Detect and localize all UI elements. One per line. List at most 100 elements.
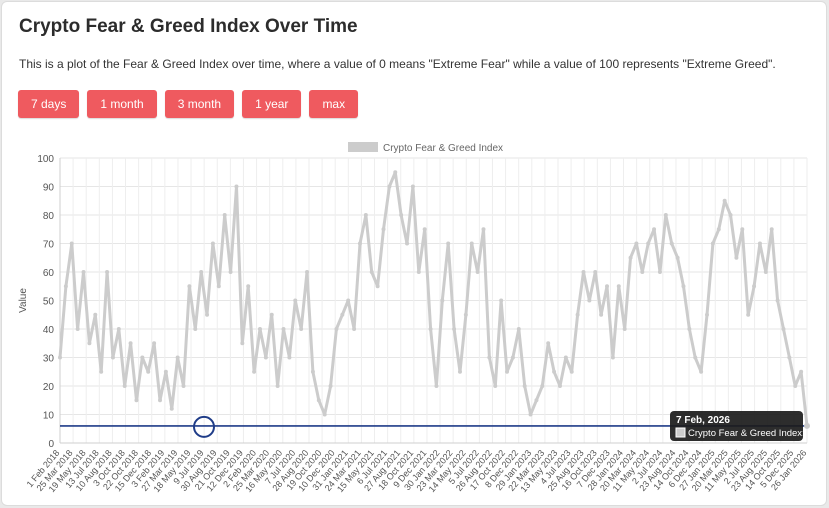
data-point [510, 355, 515, 360]
data-point [240, 341, 245, 346]
y-tick-label: 60 [43, 268, 55, 279]
data-point [599, 312, 604, 317]
data-point [422, 227, 427, 232]
data-point [369, 270, 374, 274]
tooltip-label: Crypto Fear & Greed Index: 6 [688, 428, 813, 439]
data-point [446, 241, 451, 246]
legend-label: Crypto Fear & Greed Index [383, 143, 503, 154]
range-7-days-button[interactable]: 7 days [18, 90, 80, 118]
data-point [457, 369, 462, 374]
data-point [681, 284, 686, 289]
data-point [799, 369, 804, 374]
data-point [505, 369, 510, 374]
data-point [675, 255, 680, 260]
y-tick-label: 100 [37, 154, 54, 165]
range-1-month-button[interactable]: 1 month [87, 90, 157, 118]
data-point [646, 241, 651, 246]
data-point [140, 355, 145, 360]
data-point [252, 369, 257, 374]
data-point [269, 312, 274, 317]
range-max-button[interactable]: max [309, 90, 359, 118]
data-point [287, 355, 292, 360]
data-point [152, 341, 157, 346]
data-point [199, 270, 204, 274]
data-point [616, 284, 621, 289]
data-point [310, 369, 315, 374]
data-point [299, 327, 304, 331]
data-point [375, 284, 380, 289]
data-point [305, 270, 310, 274]
data-point [763, 270, 768, 274]
data-point [181, 384, 186, 388]
data-point [640, 270, 645, 274]
page-description: This is a plot of the Fear & Greed Index… [19, 57, 776, 71]
data-point [593, 270, 598, 274]
data-point [705, 312, 710, 317]
data-point [493, 384, 498, 388]
data-point [128, 341, 133, 346]
tooltip-title: 7 Feb, 2026 [676, 415, 730, 426]
data-point [169, 406, 174, 411]
last-point [804, 422, 810, 429]
data-point [699, 369, 704, 374]
data-point [557, 384, 562, 388]
y-tick-label: 50 [43, 297, 55, 308]
data-point [187, 284, 192, 289]
tooltip: 7 Feb, 2026 Crypto Fear & Greed Index: 6 [670, 411, 813, 441]
highlight-marker [193, 415, 215, 438]
data-point [793, 384, 798, 388]
data-point [69, 241, 74, 246]
data-point [652, 227, 657, 232]
data-point [399, 213, 404, 217]
data-point [75, 327, 80, 331]
data-point [328, 384, 333, 388]
y-tick-label: 70 [43, 240, 55, 251]
y-axis-label: Value [18, 288, 29, 313]
y-tick-label: 30 [43, 354, 55, 365]
y-tick-label: 40 [43, 325, 55, 336]
y-tick-label: 0 [48, 439, 54, 450]
data-point [787, 355, 792, 360]
data-point [405, 241, 410, 246]
data-point [275, 384, 280, 388]
data-point [146, 369, 151, 374]
data-point [634, 241, 639, 246]
data-point [728, 213, 733, 217]
range-3-month-button[interactable]: 3 month [164, 90, 235, 118]
page-title: Crypto Fear & Greed Index Over Time [19, 16, 358, 37]
data-point [293, 298, 298, 303]
data-point [546, 341, 551, 346]
data-point [769, 227, 774, 232]
data-point [781, 327, 786, 331]
data-point [463, 312, 468, 317]
data-point [357, 241, 362, 246]
data-point [669, 241, 674, 246]
data-point [657, 270, 662, 274]
data-point [257, 327, 262, 331]
data-point [340, 312, 345, 317]
data-point [281, 327, 286, 331]
range-1-year-button[interactable]: 1 year [242, 90, 302, 118]
data-point [58, 355, 62, 360]
data-point [81, 270, 86, 274]
data-point [387, 184, 392, 189]
data-point [757, 241, 762, 246]
data-point [610, 355, 615, 360]
data-point [363, 213, 368, 217]
data-point [540, 384, 545, 388]
data-point [216, 284, 221, 289]
y-tick-label: 90 [43, 183, 55, 194]
data-point [499, 298, 504, 303]
data-point [87, 341, 92, 346]
data-point [522, 384, 527, 388]
legend-swatch [348, 142, 378, 152]
data-point [110, 355, 115, 360]
data-point [563, 355, 568, 360]
data-point [393, 170, 398, 175]
data-point [622, 327, 627, 331]
data-point [175, 355, 180, 360]
data-point [316, 398, 321, 403]
range-button-group: 7 days 1 month 3 month 1 year max [18, 90, 359, 118]
y-tick-label: 20 [43, 382, 55, 393]
